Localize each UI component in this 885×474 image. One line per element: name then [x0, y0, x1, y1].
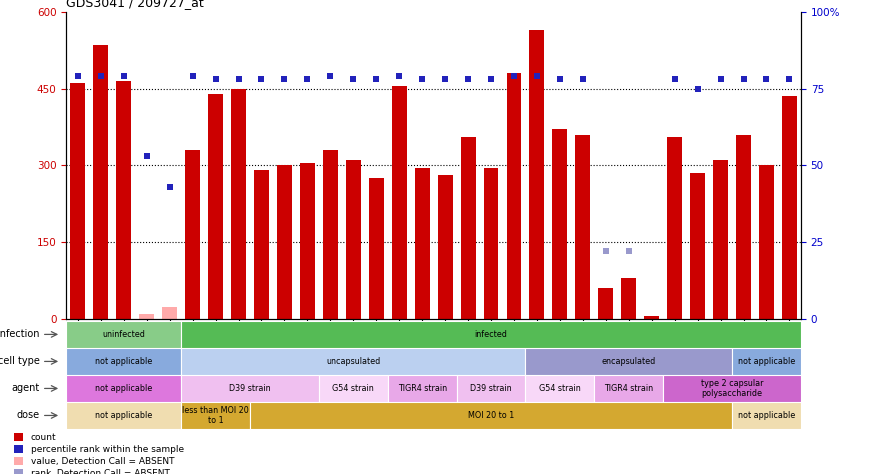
Text: agent: agent [12, 383, 40, 393]
Text: TIGR4 strain: TIGR4 strain [397, 384, 447, 393]
Text: rank, Detection Call = ABSENT: rank, Detection Call = ABSENT [31, 469, 170, 474]
Text: encapsulated: encapsulated [602, 357, 656, 366]
Bar [369, 178, 384, 319]
Text: not applicable: not applicable [95, 411, 152, 420]
Bar [736, 135, 751, 319]
Text: infected: infected [474, 330, 507, 339]
Bar [14, 469, 23, 474]
Bar [506, 73, 521, 319]
Bar [415, 168, 429, 319]
Bar [595, 375, 663, 402]
Bar [300, 163, 315, 319]
Text: not applicable: not applicable [95, 384, 152, 393]
Bar [66, 348, 181, 375]
Text: D39 strain: D39 strain [470, 384, 512, 393]
Bar [181, 375, 319, 402]
Bar [14, 445, 23, 453]
Bar [483, 168, 498, 319]
Bar [250, 402, 732, 429]
Bar [598, 288, 613, 319]
Bar [457, 375, 526, 402]
Text: uncapsulated: uncapsulated [327, 357, 381, 366]
Bar [713, 160, 728, 319]
Bar [254, 170, 269, 319]
Text: not applicable: not applicable [95, 357, 152, 366]
Bar [460, 137, 475, 319]
Bar [644, 316, 659, 319]
Bar [621, 278, 636, 319]
Text: D39 strain: D39 strain [229, 384, 271, 393]
Bar [139, 314, 154, 319]
Bar [208, 94, 223, 319]
Bar [71, 83, 85, 319]
Bar [782, 96, 796, 319]
Bar [277, 165, 292, 319]
Bar [116, 81, 131, 319]
Bar [529, 30, 544, 319]
Bar [346, 160, 361, 319]
Bar [66, 402, 181, 429]
Text: infection: infection [0, 329, 40, 339]
Bar [438, 175, 452, 319]
Text: TIGR4 strain: TIGR4 strain [604, 384, 653, 393]
Text: not applicable: not applicable [738, 357, 795, 366]
Bar [181, 402, 250, 429]
Bar [14, 457, 23, 465]
Bar [181, 321, 801, 348]
Bar [552, 129, 567, 319]
Bar [162, 307, 177, 319]
Text: dose: dose [17, 410, 40, 420]
Bar [93, 45, 108, 319]
Text: uninfected: uninfected [103, 330, 145, 339]
Text: G54 strain: G54 strain [333, 384, 374, 393]
Text: percentile rank within the sample: percentile rank within the sample [31, 445, 184, 454]
Bar [732, 402, 801, 429]
Bar [526, 348, 732, 375]
Text: GDS3041 / 209727_at: GDS3041 / 209727_at [66, 0, 204, 9]
Bar [181, 348, 526, 375]
Bar [759, 165, 774, 319]
Text: G54 strain: G54 strain [539, 384, 581, 393]
Bar [690, 173, 705, 319]
Bar [388, 375, 457, 402]
Text: type 2 capsular
polysaccharide: type 2 capsular polysaccharide [701, 379, 763, 398]
Text: MOI 20 to 1: MOI 20 to 1 [468, 411, 514, 420]
Bar [185, 150, 200, 319]
Bar [575, 135, 590, 319]
Bar [66, 321, 181, 348]
Bar [231, 89, 246, 319]
Bar [732, 348, 801, 375]
Text: value, Detection Call = ABSENT: value, Detection Call = ABSENT [31, 457, 174, 466]
Text: count: count [31, 433, 57, 442]
Bar [663, 375, 801, 402]
Text: cell type: cell type [0, 356, 40, 366]
Bar [667, 137, 682, 319]
Text: not applicable: not applicable [738, 411, 795, 420]
Bar [526, 375, 595, 402]
Bar [66, 375, 181, 402]
Bar [392, 86, 407, 319]
Bar [14, 433, 23, 441]
Text: less than MOI 20
to 1: less than MOI 20 to 1 [182, 406, 249, 425]
Bar [319, 375, 388, 402]
Bar [323, 150, 338, 319]
